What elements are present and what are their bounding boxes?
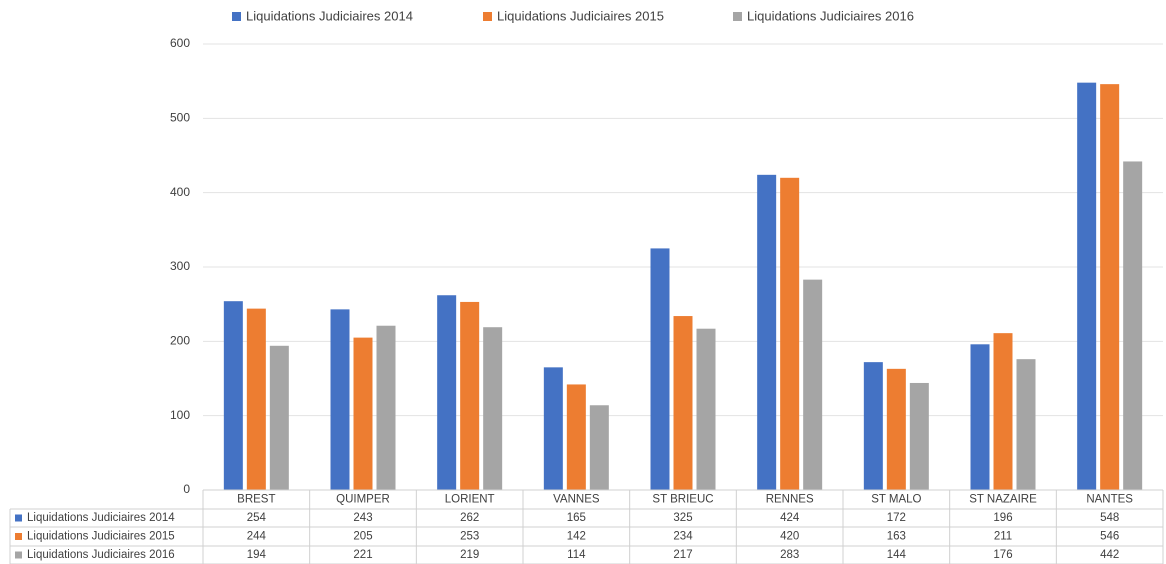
table-value: 221 (353, 549, 372, 561)
y-tick-label: 500 (170, 111, 190, 125)
bar (863, 362, 883, 490)
y-tick-label: 300 (170, 259, 190, 273)
legend-swatch (733, 12, 742, 21)
bar (460, 301, 480, 490)
table-legend-swatch (15, 551, 22, 559)
table-value: 243 (353, 512, 372, 524)
y-tick-label: 100 (170, 408, 190, 422)
legend-label: Liquidations Judiciaires 2015 (497, 8, 664, 23)
table-value: 194 (247, 549, 267, 561)
table-value: 217 (673, 549, 692, 561)
bar (909, 382, 929, 490)
table-legend-swatch (15, 533, 22, 540)
bar (780, 177, 800, 491)
y-tick-label: 600 (170, 36, 190, 50)
y-tick-label: 400 (170, 185, 190, 199)
bar (589, 405, 609, 490)
table-value: 144 (887, 549, 907, 561)
x-tick-label: LORIENT (445, 494, 495, 506)
table-value: 165 (567, 512, 586, 524)
table-value: 254 (247, 512, 267, 524)
table-value: 142 (567, 531, 586, 543)
bar (353, 337, 373, 490)
x-tick-label: NANTES (1086, 494, 1133, 506)
table-value: 176 (993, 549, 1012, 561)
bar (269, 345, 289, 490)
legend-label: Liquidations Judiciaires 2016 (747, 8, 914, 23)
y-tick-label: 200 (170, 334, 190, 348)
bar (1016, 359, 1036, 490)
table-series-label: Liquidations Judiciaires 2015 (27, 531, 175, 543)
bar (1077, 82, 1097, 491)
table-value: 244 (247, 531, 267, 543)
table-value: 114 (567, 549, 586, 561)
table-value: 205 (353, 531, 372, 543)
legend-label: Liquidations Judiciaires 2014 (246, 8, 413, 23)
table-value: 325 (673, 512, 692, 524)
table-value: 424 (780, 512, 800, 524)
bar (330, 309, 350, 490)
bar (650, 248, 670, 490)
x-tick-label: BREST (237, 494, 275, 506)
bar (803, 279, 823, 490)
bar (696, 328, 716, 490)
x-tick-label: VANNES (553, 494, 600, 506)
bar (970, 344, 990, 490)
table-series-label: Liquidations Judiciaires 2014 (27, 512, 175, 524)
x-tick-label: ST MALO (871, 494, 921, 506)
table-value: 163 (887, 531, 906, 543)
bar (886, 368, 906, 490)
y-tick-label: 0 (183, 482, 190, 496)
bar (1123, 161, 1143, 491)
bar (757, 174, 777, 490)
table-value: 262 (460, 512, 479, 524)
table-value: 546 (1100, 531, 1119, 543)
table-series-label: Liquidations Judiciaires 2016 (27, 549, 175, 561)
table-value: 253 (460, 531, 479, 543)
table-value: 219 (460, 549, 479, 561)
legend-swatch (232, 12, 241, 21)
bar (376, 325, 396, 490)
table-value: 196 (993, 512, 1012, 524)
legend-swatch (483, 12, 492, 21)
x-tick-label: QUIMPER (336, 494, 390, 506)
bar (437, 295, 457, 490)
table-value: 548 (1100, 512, 1119, 524)
table-value: 420 (780, 531, 799, 543)
x-tick-label: ST BRIEUC (652, 494, 713, 506)
bar (673, 316, 693, 490)
table-value: 442 (1100, 549, 1119, 561)
bar (246, 308, 266, 490)
table-value: 234 (673, 531, 693, 543)
bar (483, 327, 503, 490)
x-tick-label: RENNES (766, 494, 814, 506)
table-value: 211 (994, 531, 1012, 543)
table-value: 172 (887, 512, 906, 524)
bar (223, 301, 243, 490)
bar (543, 367, 563, 490)
table-value: 283 (780, 549, 799, 561)
bar (1100, 84, 1120, 490)
table-legend-swatch (15, 514, 22, 522)
x-tick-label: ST NAZAIRE (969, 494, 1037, 506)
bar (566, 384, 586, 490)
bar (993, 333, 1013, 490)
